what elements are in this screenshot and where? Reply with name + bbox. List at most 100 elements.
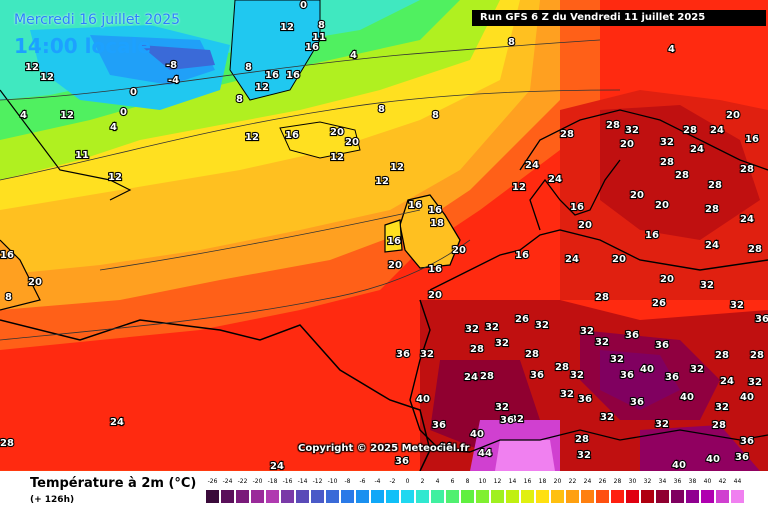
svg-text:36: 36 [395,456,409,467]
svg-text:28: 28 [525,349,539,360]
svg-text:32: 32 [570,370,584,381]
svg-text:28: 28 [560,129,574,140]
svg-text:12: 12 [108,172,122,183]
svg-text:28: 28 [705,204,719,215]
svg-text:12: 12 [390,162,404,173]
svg-text:32: 32 [625,125,639,136]
scale-tick-label: -18 [267,478,278,485]
scale-tick-label: 20 [553,478,562,485]
svg-text:36: 36 [500,415,514,426]
svg-text:32: 32 [690,364,704,375]
scale-tick-label: -24 [222,478,233,485]
scale-tick-label: -26 [207,478,218,485]
scale-swatch [416,490,429,503]
scale-swatch [296,490,309,503]
scale-swatch [641,490,654,503]
svg-text:36: 36 [630,397,644,408]
svg-text:16: 16 [645,230,659,241]
scale-swatch [701,490,714,503]
scale-tick-label: 6 [450,478,455,485]
scale-tick-label: 8 [465,478,470,485]
forecast-time: 14:00 locale [14,34,151,58]
svg-text:32: 32 [420,349,434,360]
svg-text:28: 28 [595,292,609,303]
svg-text:8: 8 [318,20,325,31]
scale-swatch [521,490,534,503]
scale-tick-label: 14 [508,478,517,485]
svg-text:36: 36 [432,420,446,431]
svg-text:40: 40 [470,429,484,440]
svg-text:4: 4 [20,110,27,121]
svg-text:16: 16 [428,205,442,216]
svg-text:44: 44 [438,442,452,453]
svg-text:8: 8 [5,292,12,303]
svg-text:12: 12 [255,82,269,93]
svg-text:20: 20 [345,137,359,148]
svg-text:12: 12 [60,110,74,121]
svg-text:32: 32 [715,402,729,413]
scale-tick-label: 34 [658,478,667,485]
svg-text:20: 20 [428,290,442,301]
svg-text:-4: -4 [168,75,179,86]
scale-swatch [266,490,279,503]
svg-text:36: 36 [655,340,669,351]
svg-text:20: 20 [578,220,592,231]
svg-text:24: 24 [548,174,562,185]
scale-tick-label: 4 [435,478,440,485]
scale-tick-label: -4 [374,478,381,485]
scale-swatch [371,490,384,503]
svg-text:28: 28 [715,350,729,361]
scale-swatch [446,490,459,503]
scale-swatch [401,490,414,503]
scale-swatch [311,490,324,503]
svg-text:16: 16 [570,202,584,213]
svg-text:36: 36 [530,370,544,381]
scale-tick-label: 28 [613,478,622,485]
scale-tick-label: 44 [733,478,742,485]
svg-text:12: 12 [330,152,344,163]
svg-text:32: 32 [535,320,549,331]
svg-text:24: 24 [525,160,539,171]
svg-text:36: 36 [396,349,410,360]
svg-text:16: 16 [745,134,759,145]
svg-text:32: 32 [577,450,591,461]
scale-swatch [386,490,399,503]
scale-tick-label: 18 [538,478,547,485]
svg-text:40: 40 [640,364,654,375]
svg-text:32: 32 [580,326,594,337]
svg-text:32: 32 [610,354,624,365]
svg-text:32: 32 [560,389,574,400]
svg-text:16: 16 [305,42,319,53]
svg-text:20: 20 [630,190,644,201]
svg-text:44: 44 [478,448,492,459]
svg-text:36: 36 [578,394,592,405]
legend-footer [0,471,768,512]
svg-text:36: 36 [665,372,679,383]
svg-text:16: 16 [285,130,299,141]
svg-text:32: 32 [485,322,499,333]
scale-tick-label: -8 [344,478,351,485]
svg-text:24: 24 [720,376,734,387]
svg-text:36: 36 [755,314,768,325]
scale-swatch [236,490,249,503]
svg-text:28: 28 [675,170,689,181]
scale-swatch [686,490,699,503]
scale-swatch [611,490,624,503]
scale-tick-label: 0 [405,478,410,485]
scale-swatch [206,490,219,503]
svg-text:28: 28 [750,350,764,361]
svg-text:11: 11 [312,32,326,43]
svg-text:0: 0 [120,107,127,118]
svg-text:8: 8 [378,104,385,115]
scale-swatch [431,490,444,503]
svg-text:11: 11 [75,150,89,161]
svg-text:28: 28 [748,244,762,255]
scale-tick-label: 22 [568,478,577,485]
scale-swatch [596,490,609,503]
svg-text:28: 28 [555,362,569,373]
scale-swatch [326,490,339,503]
svg-text:4: 4 [350,50,357,61]
color-scale: -26 -24 -22 -20 -18 -16 -14 -12 -10 -8 -6 -4 -2 0 2 4 6 8… [206,478,754,506]
scale-tick-label: -6 [359,478,366,485]
svg-text:40: 40 [416,394,430,405]
